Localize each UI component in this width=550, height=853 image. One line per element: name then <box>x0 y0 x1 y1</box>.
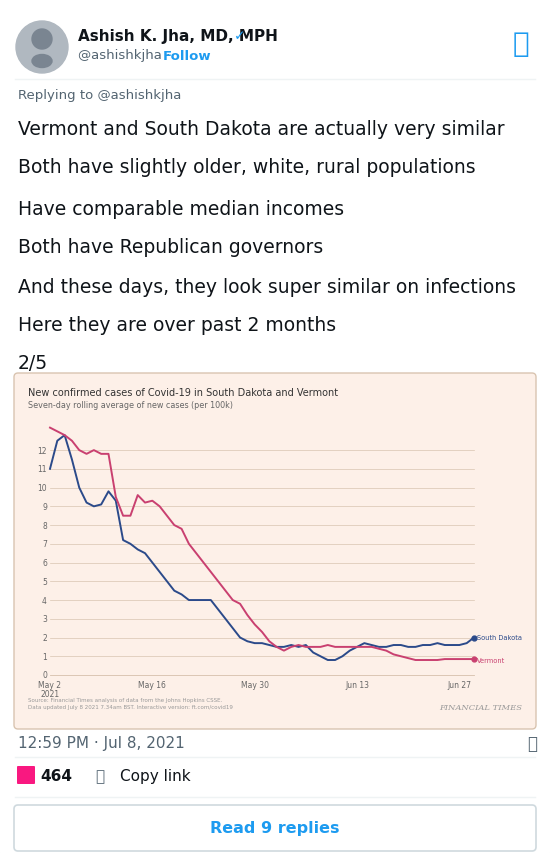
Text: 5: 5 <box>42 577 47 586</box>
Text: 8: 8 <box>42 521 47 530</box>
Text: 2021: 2021 <box>41 689 59 699</box>
Text: Have comparable median incomes: Have comparable median incomes <box>18 200 344 218</box>
Text: May 2: May 2 <box>39 680 62 689</box>
Text: Follow: Follow <box>163 49 212 62</box>
Text: 7: 7 <box>42 540 47 548</box>
Text: 12:59 PM · Jul 8, 2021: 12:59 PM · Jul 8, 2021 <box>18 735 185 751</box>
Text: ✓: ✓ <box>234 29 246 43</box>
Text: 1: 1 <box>42 652 47 661</box>
Text: New confirmed cases of Covid-19 in South Dakota and Vermont: New confirmed cases of Covid-19 in South… <box>28 387 338 397</box>
Text: 11: 11 <box>37 465 47 473</box>
FancyBboxPatch shape <box>14 374 536 729</box>
Text: Copy link: Copy link <box>120 769 191 784</box>
Text: Read 9 replies: Read 9 replies <box>210 821 340 836</box>
Text: Both have Republican governors: Both have Republican governors <box>18 238 323 257</box>
Circle shape <box>16 22 68 74</box>
Text: ♥: ♥ <box>19 769 33 784</box>
Text: Jun 27: Jun 27 <box>447 680 471 689</box>
Text: Ashish K. Jha, MD, MPH: Ashish K. Jha, MD, MPH <box>78 28 278 44</box>
Text: 9: 9 <box>42 502 47 511</box>
Text: Replying to @ashishkjha: Replying to @ashishkjha <box>18 90 182 102</box>
Text: 🐦: 🐦 <box>513 30 529 58</box>
Ellipse shape <box>32 55 52 68</box>
Text: ⓘ: ⓘ <box>527 734 537 752</box>
Text: 3: 3 <box>42 614 47 624</box>
Text: South Dakota: South Dakota <box>477 634 522 640</box>
Text: May 30: May 30 <box>241 680 269 689</box>
Text: 4: 4 <box>42 596 47 605</box>
Text: Both have slightly older, white, rural populations: Both have slightly older, white, rural p… <box>18 158 476 177</box>
Text: Vermont: Vermont <box>477 658 505 664</box>
Text: @ashishkjha ·: @ashishkjha · <box>78 49 174 62</box>
Text: 2: 2 <box>42 633 47 642</box>
Text: Seven-day rolling average of new cases (per 100k): Seven-day rolling average of new cases (… <box>28 401 233 409</box>
Text: 🔗: 🔗 <box>96 769 104 784</box>
Text: 2/5: 2/5 <box>18 354 48 373</box>
Text: 0: 0 <box>42 670 47 680</box>
Text: 464: 464 <box>40 769 72 784</box>
Text: 12: 12 <box>37 446 47 456</box>
Text: 6: 6 <box>42 559 47 567</box>
Text: 10: 10 <box>37 484 47 492</box>
Text: Jun 13: Jun 13 <box>345 680 369 689</box>
Circle shape <box>32 30 52 50</box>
Text: Vermont and South Dakota are actually very similar: Vermont and South Dakota are actually ve… <box>18 120 505 139</box>
Text: Here they are over past 2 months: Here they are over past 2 months <box>18 316 336 334</box>
Text: And these days, they look super similar on infections: And these days, they look super similar … <box>18 278 516 297</box>
Text: May 16: May 16 <box>139 680 166 689</box>
FancyBboxPatch shape <box>17 766 35 784</box>
Text: Source: Financial Times analysis of data from the Johns Hopkins CSSE.
Data updat: Source: Financial Times analysis of data… <box>28 697 233 709</box>
Text: FINANCIAL TIMES: FINANCIAL TIMES <box>439 703 522 711</box>
FancyBboxPatch shape <box>14 805 536 851</box>
